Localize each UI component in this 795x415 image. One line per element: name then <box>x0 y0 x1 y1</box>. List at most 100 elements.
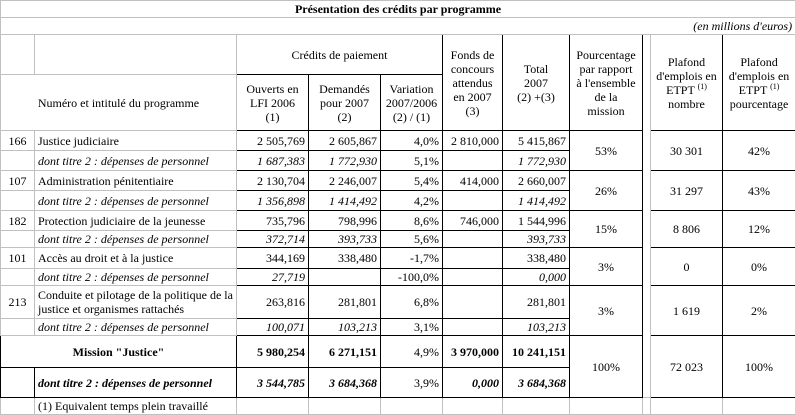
mission-variation: 4,9% <box>381 336 443 368</box>
programme-name: Protection judiciaire de la jeunesse <box>35 211 237 231</box>
total-value: 281,801 <box>503 286 570 319</box>
mission-pourcentage: 100% <box>570 336 643 398</box>
total-value: 338,480 <box>503 248 570 269</box>
empty-cell <box>443 398 503 415</box>
fonds-value: 746,000 <box>443 211 503 231</box>
titre2-total: 1 772,930 <box>503 151 570 171</box>
programme-name: Conduite et pilotage de la politique de … <box>35 286 237 319</box>
titre2-ouverts: 27,719 <box>237 269 309 286</box>
empty-cell <box>1 398 35 415</box>
titre2-fonds <box>443 269 503 286</box>
ouverts-value: 2 130,704 <box>237 171 309 191</box>
empty-cell <box>1 191 35 211</box>
titre2-total: 393,733 <box>503 231 570 248</box>
titre2-variation: 4,2% <box>381 191 443 211</box>
ouverts-value: 263,816 <box>237 286 309 319</box>
demandes-value: 2 605,867 <box>309 131 381 151</box>
mission-titre2-variation: 3,9% <box>381 368 443 398</box>
titre2-total: 103,213 <box>503 319 570 336</box>
variation-value: 4,0% <box>381 131 443 151</box>
etpt-nombre-value: 0 <box>651 248 723 286</box>
spacer <box>643 211 651 248</box>
spacer <box>643 336 651 398</box>
mission-etpt-pourcentage: 100% <box>723 336 795 398</box>
total-value: 5 415,867 <box>503 131 570 151</box>
programme-number: 166 <box>1 131 35 151</box>
footnote: (1) Equivalent temps plein travaillé <box>35 398 237 415</box>
empty-cell <box>1 319 35 336</box>
etpt-nombre-value: 1 619 <box>651 286 723 336</box>
pourcentage-value: 15% <box>570 211 643 248</box>
pourcentage-value: 26% <box>570 171 643 211</box>
footnote-row: (1) Equivalent temps plein travaillé <box>1 398 795 415</box>
mission-etpt-nombre: 72 023 <box>651 336 723 398</box>
titre2-fonds <box>443 319 503 336</box>
empty-cell <box>1 368 35 398</box>
titre2-fonds <box>443 231 503 248</box>
titre2-fonds <box>443 151 503 171</box>
variation-value: 6,8% <box>381 286 443 319</box>
demandes-value: 281,801 <box>309 286 381 319</box>
programme-name: Accès au droit et à la justice <box>35 248 237 269</box>
empty-cell <box>570 398 643 415</box>
titre2-label: dont titre 2 : dépenses de personnel <box>35 151 237 171</box>
empty-cell <box>381 398 443 415</box>
demandes-value: 798,996 <box>309 211 381 231</box>
titre2-demandes: 1 414,492 <box>309 191 381 211</box>
mission-demandes: 6 271,151 <box>309 336 381 368</box>
ouverts-value: 344,169 <box>237 248 309 269</box>
programme-number: 107 <box>1 171 35 191</box>
mission-name: Mission "Justice" <box>1 336 237 368</box>
titre2-ouverts: 1 687,383 <box>237 151 309 171</box>
table-title: Présentation des crédits par programme <box>1 1 795 18</box>
programme-name: Justice judiciaire <box>35 131 237 151</box>
header-programme: Numéro et intitulé du programme <box>1 75 237 131</box>
spacer <box>643 286 651 336</box>
units-note: (en millions d'euros) <box>1 18 795 35</box>
demandes-value: 338,480 <box>309 248 381 269</box>
fonds-value: 414,000 <box>443 171 503 191</box>
programme-number: 101 <box>1 248 35 269</box>
titre2-total: 0,000 <box>503 269 570 286</box>
fonds-value <box>443 286 503 319</box>
titre2-variation: 5,1% <box>381 151 443 171</box>
titre2-ouverts: 372,714 <box>237 231 309 248</box>
mission-titre2-ouverts: 3 544,785 <box>237 368 309 398</box>
titre2-label: dont titre 2 : dépenses de personnel <box>35 231 237 248</box>
spacer <box>643 171 651 211</box>
etpt-nombre-value: 8 806 <box>651 211 723 248</box>
titre2-label: dont titre 2 : dépenses de personnel <box>35 269 237 286</box>
titre2-demandes: 393,733 <box>309 231 381 248</box>
etpt-nombre-value: 30 301 <box>651 131 723 171</box>
empty-cell <box>643 398 651 415</box>
empty-cell <box>723 398 795 415</box>
programme-name: Administration pénitentiaire <box>35 171 237 191</box>
mission-total: 10 241,151 <box>503 336 570 368</box>
header-credits-paiement: Crédits de paiement <box>237 35 443 75</box>
pourcentage-value: 53% <box>570 131 643 171</box>
etpt-pourcentage-value: 43% <box>723 171 795 211</box>
etpt-nombre-value: 31 297 <box>651 171 723 211</box>
programme-number: 182 <box>1 211 35 231</box>
fonds-value: 2 810,000 <box>443 131 503 151</box>
mission-titre2-demandes: 3 684,368 <box>309 368 381 398</box>
empty-cell <box>1 151 35 171</box>
empty-cell <box>237 398 309 415</box>
titre2-ouverts: 100,071 <box>237 319 309 336</box>
titre2-demandes: 103,213 <box>309 319 381 336</box>
empty-cell <box>309 398 381 415</box>
titre2-variation: -100,0% <box>381 269 443 286</box>
titre2-ouverts: 1 356,898 <box>237 191 309 211</box>
